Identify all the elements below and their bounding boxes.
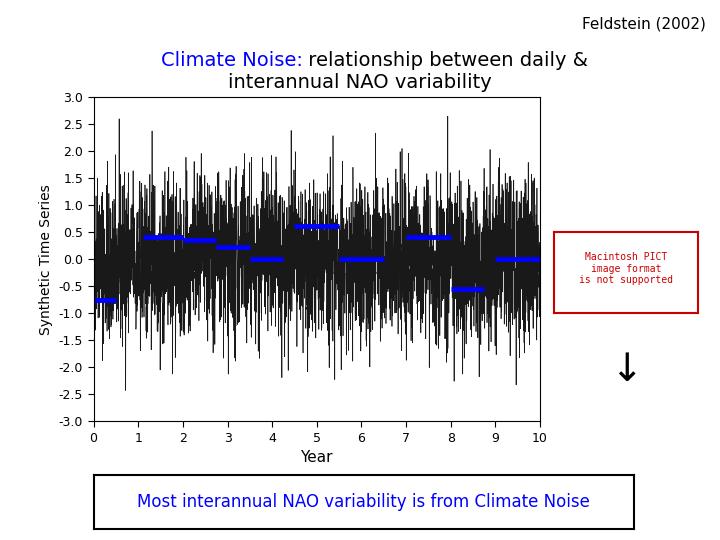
Text: Macintosh PICT
image format
is not supported: Macintosh PICT image format is not suppo… [580, 252, 673, 285]
Text: ↓: ↓ [610, 351, 643, 389]
Text: Feldstein (2002): Feldstein (2002) [582, 16, 706, 31]
Y-axis label: Synthetic Time Series: Synthetic Time Series [39, 184, 53, 335]
X-axis label: Year: Year [300, 450, 333, 465]
Text: relationship between daily &: relationship between daily & [302, 51, 588, 70]
Text: interannual NAO variability: interannual NAO variability [228, 73, 492, 92]
Text: Climate Noise:: Climate Noise: [161, 51, 302, 70]
Text: Most interannual NAO variability is from Climate Noise: Most interannual NAO variability is from… [138, 493, 590, 511]
